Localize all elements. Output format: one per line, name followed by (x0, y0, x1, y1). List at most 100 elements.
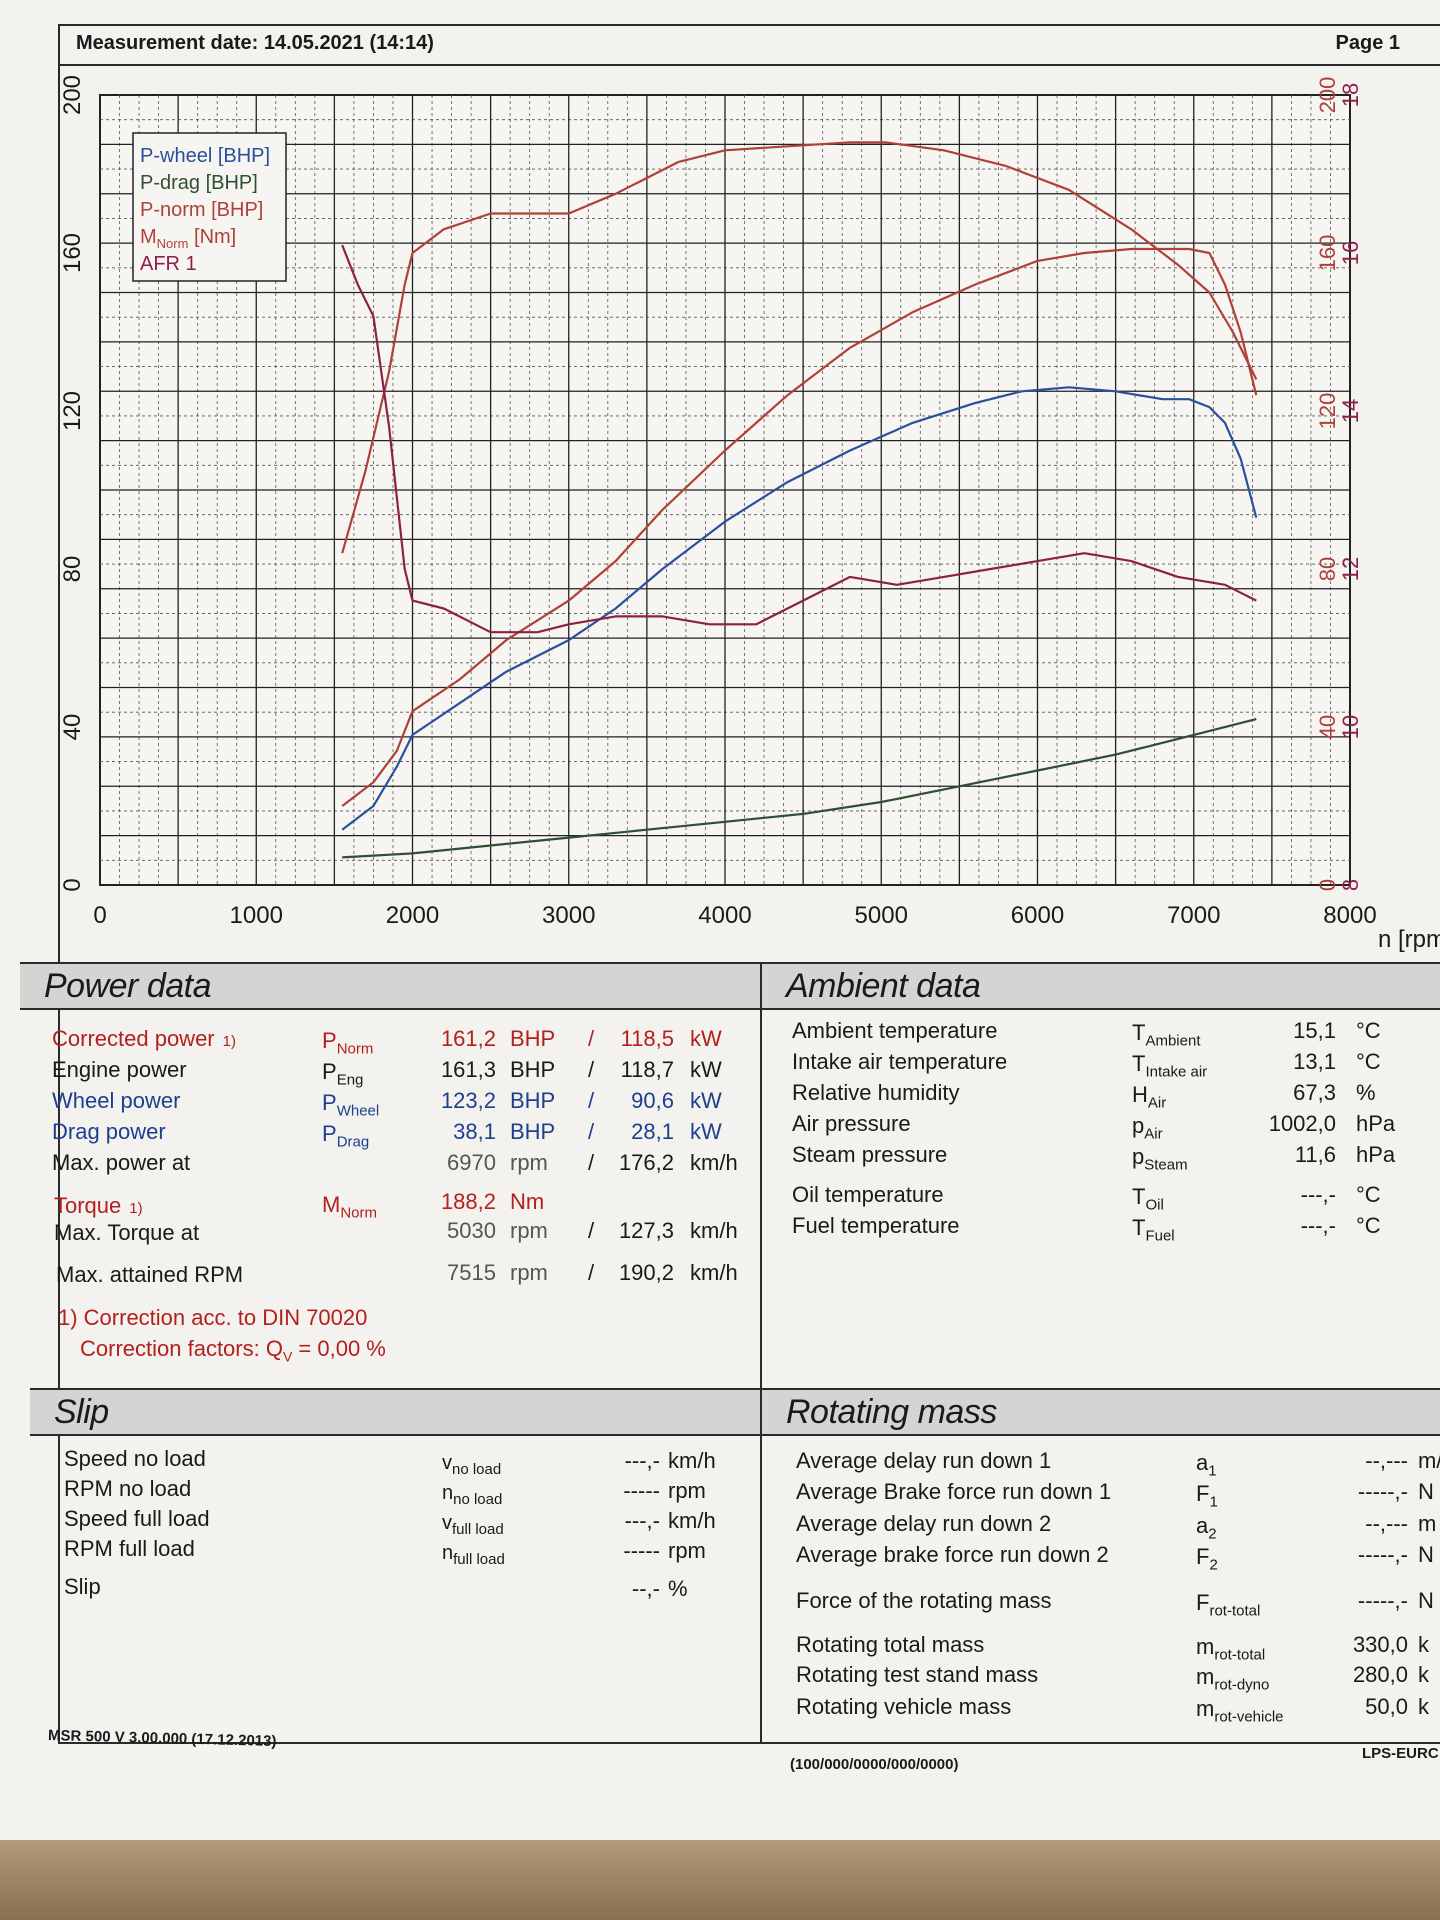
rotating-row-value: 50,0 (1365, 1694, 1408, 1719)
ambient-row-unit: hPa (1356, 1142, 1396, 1167)
ambient-row-symbol: TFuel (1132, 1215, 1175, 1245)
rotating-row-unit: k (1418, 1632, 1429, 1657)
ambient-row-unit: °C (1356, 1182, 1381, 1207)
power-data-title: Power data (20, 964, 760, 1010)
torque-label: Torque 1) (54, 1193, 143, 1218)
ambient-row-label: Relative humidity (792, 1080, 960, 1105)
power-row-value: 161,3 (440, 1057, 496, 1082)
max-rpm-speed-unit: km/h (690, 1260, 738, 1285)
y-right-power-tick-label: 160 (1315, 235, 1340, 272)
y-left-tick-label: 80 (59, 556, 86, 583)
power-row-unit: rpm (510, 1150, 548, 1175)
ambient-row-value: ---,- (1300, 1182, 1336, 1207)
rotating-row-value: 330,0 (1352, 1632, 1408, 1657)
correction-note: 1) Correction acc. to DIN 70020 (58, 1305, 368, 1330)
slip-row-symbol: vno load (442, 1452, 502, 1478)
slip-row-value: ----- (623, 1538, 660, 1563)
legend-entry: P-norm [BHP] (140, 199, 263, 221)
ambient-row-value: 67,3 (1293, 1080, 1336, 1105)
x-tick-label: 4000 (698, 902, 751, 929)
max-torque-rpm: 5030 (447, 1218, 496, 1243)
ambient-row-symbol: pSteam (1132, 1144, 1188, 1174)
torque-unit: Nm (510, 1189, 545, 1214)
power-row-separator: / (588, 1150, 595, 1175)
rotating-row-label: Rotating test stand mass (796, 1662, 1039, 1687)
rotating-row-label: Rotating vehicle mass (796, 1694, 1012, 1719)
rotating-row-symbol: Frot-total (1196, 1590, 1261, 1620)
torque-value: 188,2 (440, 1189, 496, 1214)
max-rpm-separator: / (588, 1260, 595, 1285)
rotating-row-value: -----,- (1357, 1542, 1408, 1567)
power-row-label: Drag power (52, 1119, 166, 1144)
power-row-unit: BHP (510, 1088, 556, 1113)
y-right-afr-tick-label: 16 (1338, 241, 1363, 265)
rotating-row-symbol: a2 (1196, 1513, 1217, 1543)
power-row-value-secondary: 118,5 (620, 1026, 674, 1051)
ambient-row-label: Intake air temperature (792, 1049, 1008, 1074)
series-line-afr-1 (341, 244, 1257, 634)
power-row-separator: / (588, 1026, 595, 1051)
y-right-afr-tick-label: 12 (1338, 557, 1363, 581)
y-right-afr-tick-label: 8 (1338, 879, 1363, 891)
ambient-row-value: 13,1 (1293, 1049, 1336, 1074)
power-row-value-secondary: 28,1 (631, 1119, 674, 1144)
max-rpm-label: Max. attained RPM (56, 1262, 244, 1287)
y-left-tick-label: 0 (59, 878, 86, 891)
power-row-separator: / (588, 1057, 595, 1082)
y-left-tick-label: 160 (59, 233, 86, 273)
page-number: Page 1 (1335, 32, 1400, 54)
power-row-value: 161,2 (440, 1026, 496, 1051)
x-tick-label: 3000 (542, 902, 595, 929)
power-row-label: Engine power (52, 1057, 187, 1082)
series-line-p-norm-bhp (341, 247, 1258, 807)
slip-row-value: ---,- (624, 1448, 660, 1473)
slip-row-unit: rpm (668, 1538, 706, 1563)
y-left-tick-label: 200 (59, 75, 86, 115)
ambient-row-unit: hPa (1356, 1111, 1396, 1136)
x-tick-label: 8000 (1323, 902, 1376, 929)
rotating-row-label: Average delay run down 2 (796, 1511, 1052, 1536)
ambient-row-unit: °C (1356, 1049, 1381, 1074)
rotating-mass-panel: Rotating mass (762, 1388, 1440, 1738)
power-row-unit: BHP (510, 1119, 556, 1144)
rotating-mass-title: Rotating mass (762, 1390, 1440, 1436)
slip-row-value: ----- (623, 1478, 660, 1503)
max-torque-rpm-unit: rpm (510, 1218, 548, 1243)
power-row-separator: / (588, 1088, 595, 1113)
slip-row-unit: km/h (668, 1508, 716, 1533)
slip-row-label: Slip (64, 1574, 101, 1599)
ambient-row-label: Steam pressure (792, 1142, 948, 1167)
rotating-row-unit: k (1418, 1694, 1429, 1719)
power-row-value-secondary: 90,6 (631, 1088, 674, 1113)
rotating-row-value: 280,0 (1352, 1662, 1408, 1687)
report-code: (100/000/0000/000/0000) (790, 1756, 959, 1773)
x-axis-label: n [rpm (1378, 926, 1440, 953)
x-tick-label: 2000 (386, 902, 439, 929)
rotating-row-unit: m (1418, 1511, 1437, 1536)
rotating-row-label: Average brake force run down 2 (796, 1542, 1109, 1567)
rotating-row-value: -----,- (1357, 1588, 1408, 1613)
power-row-value: 6970 (447, 1150, 496, 1175)
x-tick-label: 1000 (230, 902, 283, 929)
ambient-row-symbol: TOil (1132, 1184, 1164, 1214)
power-row-unit-secondary: kW (690, 1119, 722, 1144)
ambient-data-panel: Ambient data (762, 962, 1440, 1388)
y-right-power-tick-label: 200 (1315, 77, 1340, 114)
brand-label: LPS-EURC (1362, 1745, 1439, 1762)
table-surface (0, 1840, 1440, 1920)
ambient-row-label: Air pressure (792, 1111, 911, 1136)
rotating-row-symbol: F2 (1196, 1544, 1218, 1574)
panel-divider-vertical (760, 962, 762, 1742)
power-row-label: Wheel power (52, 1088, 181, 1113)
ambient-row-label: Oil temperature (792, 1182, 944, 1207)
power-row-symbol: PWheel (322, 1090, 380, 1120)
rotating-row-unit: N (1418, 1479, 1434, 1504)
slip-title: Slip (30, 1390, 760, 1436)
power-row-value: 123,2 (440, 1088, 496, 1113)
sheet-header: Measurement date: 14.05.2021 (14:14) Pag… (60, 26, 1440, 66)
power-row-separator: / (588, 1119, 595, 1144)
y-left-tick-label: 120 (59, 391, 86, 431)
ambient-row-value: 1002,0 (1268, 1111, 1336, 1136)
power-row-label: Corrected power 1) (52, 1026, 236, 1051)
